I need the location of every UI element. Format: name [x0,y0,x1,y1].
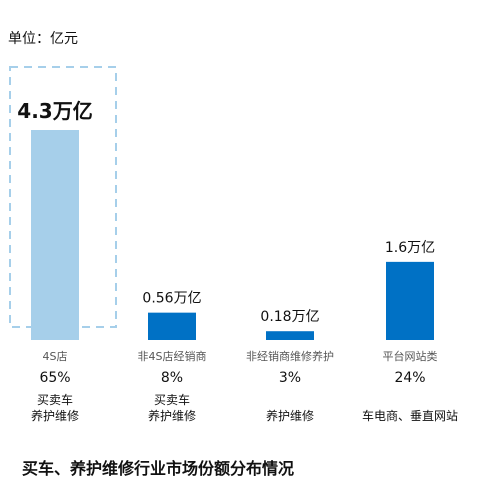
segment-label-2-2: 养护维修 [148,408,196,423]
highlight-dashed-box [9,66,117,328]
percentage-label-2: 8% [161,370,183,386]
percentage-label-3: 3% [279,370,301,386]
segment-label-4-1: 车电商、垂直网站 [362,408,458,423]
market-share-bar-chart: 4.3万亿4S店65%买卖车养护维修0.56万亿非4S店经销商8%买卖车养护维修… [9,66,458,423]
segment-label-3-1: 养护维修 [266,408,314,423]
unit-label: 单位：亿元 [8,31,78,47]
category-label-2: 非4S店经销商 [138,349,207,363]
value-label-3: 0.18万亿 [260,309,319,325]
value-label-4: 1.6万亿 [385,240,435,256]
percentage-label-4: 24% [394,370,425,386]
segment-label-1-2: 养护维修 [31,408,79,423]
category-label-3: 非经销商维修养护 [246,349,334,363]
segment-label-2-1: 买卖车 [154,392,190,407]
bar-1 [31,130,79,340]
bar-4 [386,261,434,340]
value-label-2: 0.56万亿 [142,291,201,307]
bar-3 [266,331,314,340]
category-label-1: 4S店 [43,349,68,363]
chart-caption: 买车、养护维修行业市场份额分布情况 [22,459,295,478]
percentage-label-1: 65% [39,370,70,386]
bar-2 [148,312,196,340]
segment-label-1-1: 买卖车 [37,392,73,407]
value-label-1: 4.3万亿 [17,99,92,123]
category-label-4: 平台网站类 [383,349,438,363]
